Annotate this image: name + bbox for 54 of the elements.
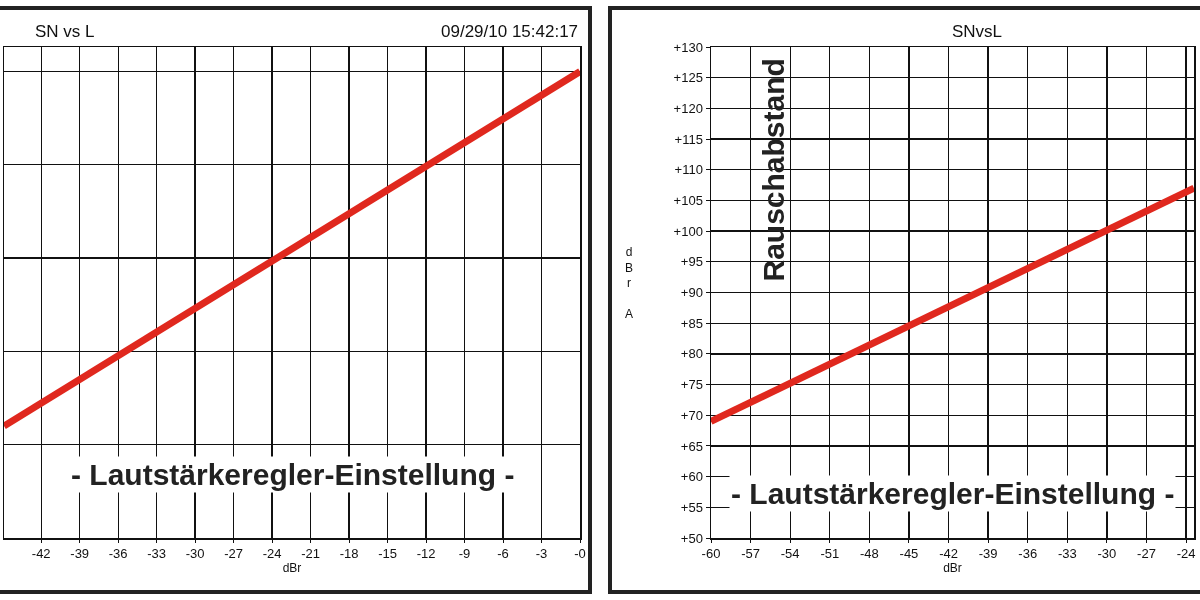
x-tick-label: -45 bbox=[899, 546, 919, 562]
x-tick-label: -36 bbox=[1018, 546, 1038, 562]
text: dBr A bbox=[625, 245, 634, 322]
x-tick-label: -15 bbox=[378, 546, 397, 562]
y-tick-label: +80 bbox=[680, 346, 703, 362]
x-tick-label: -51 bbox=[820, 546, 840, 562]
y-tick-label: +85 bbox=[680, 315, 703, 331]
x-tick-label: -39 bbox=[978, 546, 998, 562]
chart-title: SNvsL bbox=[952, 22, 1003, 41]
y-tick-label: +75 bbox=[680, 377, 703, 393]
y-tick-label: +65 bbox=[680, 438, 703, 454]
y-tick-label: +110 bbox=[674, 162, 703, 178]
x-tick-label: -0 bbox=[574, 546, 586, 562]
text: 09/29/10 15:42:17 bbox=[441, 22, 579, 41]
x-axis-title: dBr bbox=[282, 561, 302, 576]
x-tick-label: -33 bbox=[147, 546, 167, 562]
x-tick-label: -54 bbox=[780, 546, 800, 562]
x-tick-label: -24 bbox=[1176, 546, 1196, 562]
x-tick-label: -42 bbox=[939, 546, 958, 562]
y-tick-label: +90 bbox=[680, 285, 703, 301]
x-tick-label: -36 bbox=[108, 546, 128, 562]
y-tick-label: +50 bbox=[680, 530, 703, 546]
y-tick-label: +95 bbox=[680, 254, 703, 270]
annotation: - Lautstärkeregler-Einstellung - bbox=[71, 458, 515, 491]
x-tick-label: -21 bbox=[301, 546, 320, 562]
x-tick-label: -57 bbox=[741, 546, 760, 562]
x-tick-label: -48 bbox=[859, 546, 879, 562]
y-tick-label: +120 bbox=[673, 100, 703, 116]
chart-title: SN vs L bbox=[35, 22, 95, 41]
x-tick-label: -27 bbox=[1137, 546, 1156, 562]
y-tick-label: +115 bbox=[674, 131, 703, 147]
x-tick-label: -42 bbox=[31, 546, 51, 562]
x-tick-label: -39 bbox=[70, 546, 90, 562]
x-axis-title: dBr bbox=[943, 561, 962, 576]
y-tick-label: +130 bbox=[673, 39, 703, 55]
y-tick-label: +60 bbox=[680, 469, 703, 485]
y-tick-label: +100 bbox=[673, 223, 703, 239]
x-tick-label: -6 bbox=[497, 546, 509, 562]
y-tick-label: +105 bbox=[673, 192, 703, 208]
annotation: - Lautstärkeregler-Einstellung - bbox=[731, 477, 1175, 510]
x-tick-label: -12 bbox=[416, 546, 436, 562]
y-tick-label: +125 bbox=[673, 70, 703, 86]
x-tick-label: -33 bbox=[1057, 546, 1077, 562]
x-tick-label: -30 bbox=[1097, 546, 1117, 562]
x-tick-label: -60 bbox=[701, 546, 721, 562]
x-tick-label: -27 bbox=[224, 546, 244, 562]
y-tick-label: +55 bbox=[680, 499, 703, 515]
x-tick-label: -18 bbox=[339, 546, 359, 562]
x-tick-label: -30 bbox=[185, 546, 205, 562]
y-tick-label: +70 bbox=[680, 407, 703, 423]
x-tick-label: -3 bbox=[535, 546, 548, 562]
annotation: Rauschabstand bbox=[757, 58, 791, 282]
x-tick-label: -9 bbox=[458, 546, 471, 562]
x-tick-label: -24 bbox=[262, 546, 282, 562]
